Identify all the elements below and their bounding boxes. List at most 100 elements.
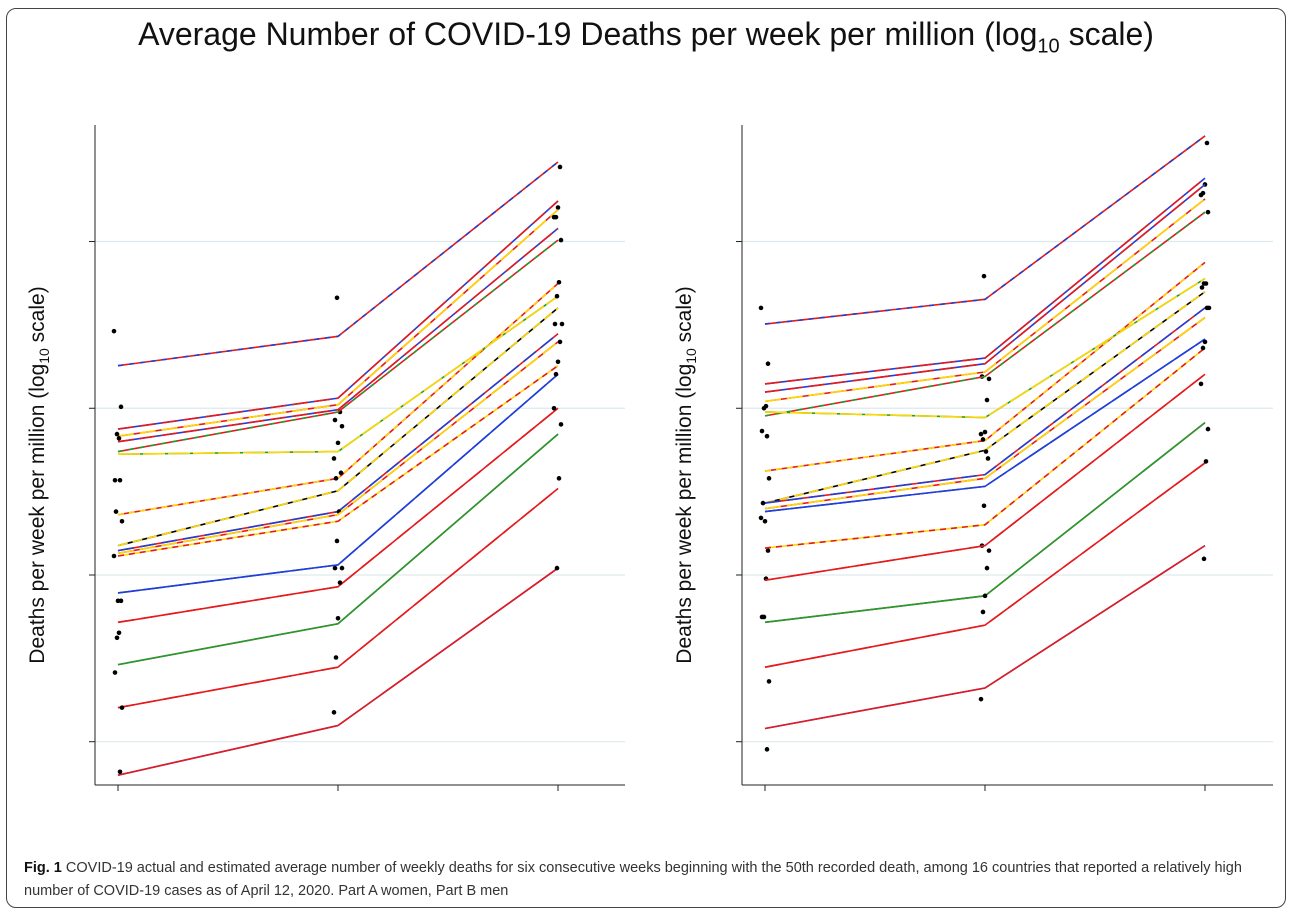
actual-point bbox=[116, 436, 122, 441]
actual-point bbox=[339, 565, 345, 571]
series-line-overlay bbox=[764, 211, 1206, 417]
series-line-overlay bbox=[117, 239, 559, 453]
series-line-overlay bbox=[764, 316, 1206, 510]
series-can bbox=[758, 305, 1210, 521]
actual-point bbox=[558, 237, 564, 243]
series-line-overlay bbox=[117, 200, 559, 430]
actual-point bbox=[337, 580, 343, 585]
actual-point bbox=[559, 321, 565, 327]
series-kor bbox=[764, 544, 1207, 752]
series-line-overlay bbox=[117, 567, 559, 776]
series-line-base bbox=[764, 183, 1206, 393]
actual-point bbox=[984, 397, 990, 403]
actual-point bbox=[982, 429, 988, 435]
actual-point bbox=[116, 630, 122, 636]
series-esp bbox=[761, 192, 1206, 411]
series-por bbox=[759, 422, 1211, 624]
actual-point bbox=[112, 477, 118, 483]
series-line-overlay bbox=[764, 177, 1206, 385]
series-line-base bbox=[764, 211, 1206, 417]
actual-point bbox=[334, 295, 340, 301]
actual-point bbox=[1202, 339, 1208, 345]
series-ita bbox=[759, 209, 1211, 435]
actual-point bbox=[978, 431, 984, 437]
title-suffix: scale) bbox=[1059, 16, 1154, 52]
y-axis-label: Deaths per week per million (log10 scale… bbox=[673, 286, 699, 663]
actual-point bbox=[759, 614, 765, 620]
series-line-base bbox=[764, 177, 1206, 385]
series-line-overlay bbox=[117, 295, 559, 456]
chart-panel-men: Deaths per week per million (log10 scale… bbox=[673, 125, 1273, 791]
figure-frame bbox=[6, 8, 1286, 908]
actual-point bbox=[551, 405, 557, 411]
series-line-overlay bbox=[764, 307, 1206, 504]
series-line-overlay bbox=[117, 341, 559, 555]
actual-point bbox=[1203, 459, 1209, 464]
series-line-overlay bbox=[117, 282, 559, 516]
actual-point bbox=[1205, 209, 1211, 215]
actual-point bbox=[980, 609, 986, 615]
actual-point bbox=[982, 593, 988, 599]
series-deu bbox=[115, 307, 559, 604]
series-line-base bbox=[764, 462, 1206, 668]
series-line-base bbox=[117, 373, 559, 594]
figure-caption: Fig. 1 COVID-19 actual and estimated ave… bbox=[24, 857, 1274, 903]
actual-point bbox=[1198, 192, 1204, 198]
actual-point bbox=[758, 515, 764, 521]
series-can bbox=[111, 339, 563, 559]
series-line-base bbox=[764, 544, 1206, 730]
actual-point bbox=[765, 361, 771, 367]
caption-text: COVID-19 actual and estimated average nu… bbox=[24, 860, 1242, 899]
series-line-overlay bbox=[764, 544, 1206, 730]
series-line-base bbox=[764, 347, 1206, 549]
series-line-base bbox=[764, 135, 1206, 325]
series-uk bbox=[117, 200, 561, 430]
actual-point bbox=[119, 705, 125, 710]
actual-point bbox=[558, 422, 564, 427]
series-bra bbox=[117, 293, 560, 483]
actual-point bbox=[764, 433, 770, 439]
series-aut bbox=[764, 459, 1209, 684]
actual-point bbox=[986, 376, 992, 382]
actual-point bbox=[112, 670, 118, 675]
actual-point bbox=[556, 476, 562, 481]
series-line-overlay bbox=[117, 161, 559, 367]
series-line-overlay bbox=[764, 373, 1206, 582]
series-ch bbox=[761, 373, 1206, 620]
actual-point bbox=[555, 359, 561, 365]
series-line-overlay bbox=[764, 338, 1206, 513]
series-line-base bbox=[117, 161, 559, 367]
actual-point bbox=[983, 449, 989, 454]
actual-point bbox=[762, 518, 768, 524]
series-line-base bbox=[117, 282, 559, 516]
series-line-overlay bbox=[117, 365, 559, 557]
actual-point bbox=[114, 431, 120, 437]
actual-point bbox=[118, 404, 124, 410]
actual-point bbox=[117, 769, 123, 775]
actual-point bbox=[980, 437, 986, 442]
series-line-overlay bbox=[117, 227, 559, 443]
series-usa bbox=[758, 135, 1210, 325]
actual-point bbox=[759, 428, 765, 434]
actual-point bbox=[981, 503, 987, 509]
series-line-overlay bbox=[764, 198, 1206, 403]
actual-point bbox=[760, 500, 766, 506]
series-chn bbox=[116, 371, 559, 636]
series-line-base bbox=[117, 200, 559, 430]
actual-point bbox=[338, 470, 344, 476]
series-usa bbox=[111, 161, 563, 367]
series-line-overlay bbox=[117, 373, 559, 594]
series-kor bbox=[117, 565, 560, 776]
series-chn bbox=[764, 338, 1208, 553]
actual-point bbox=[113, 509, 119, 514]
actual-point bbox=[553, 371, 559, 377]
series-line-base bbox=[117, 567, 559, 776]
actual-point bbox=[1204, 305, 1210, 311]
actual-point bbox=[978, 696, 984, 702]
series-line-overlay bbox=[764, 462, 1206, 668]
actual-point bbox=[117, 477, 123, 483]
title-subscript: 10 bbox=[1037, 35, 1060, 58]
actual-point bbox=[335, 615, 341, 621]
series-line-overlay bbox=[764, 183, 1206, 393]
actual-point bbox=[986, 548, 992, 553]
